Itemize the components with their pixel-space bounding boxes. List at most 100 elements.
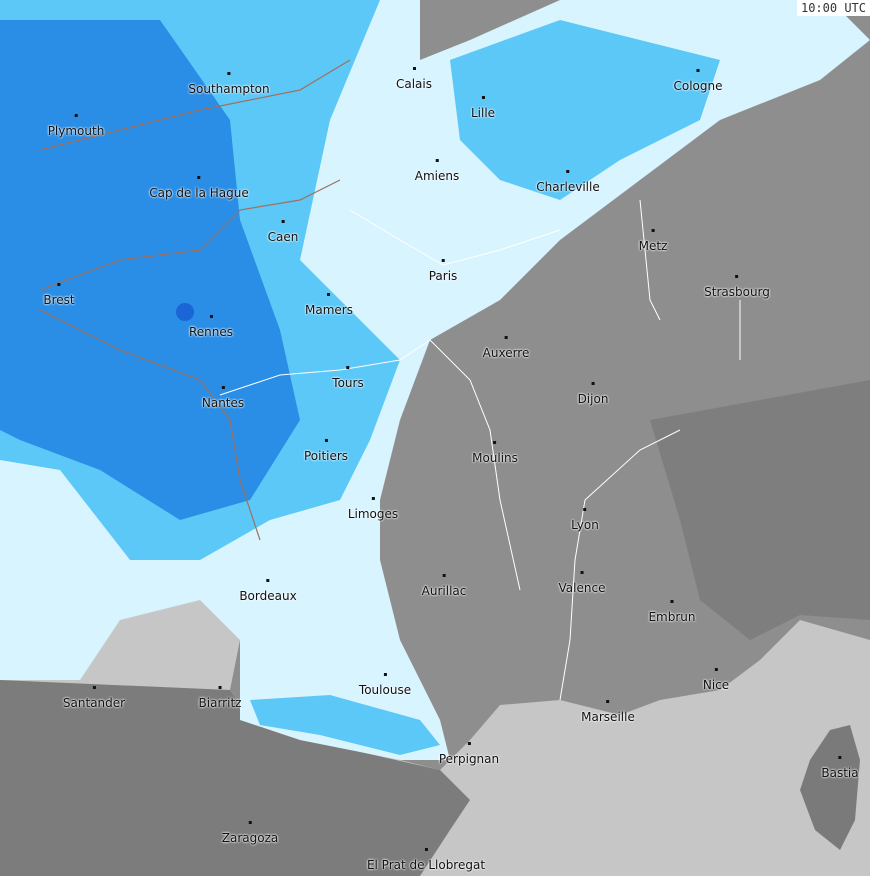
- city-dot-icon: [467, 742, 471, 745]
- city-marker: Cologne: [673, 69, 723, 94]
- city-dot-icon: [197, 176, 201, 179]
- city-dot-icon: [346, 366, 350, 369]
- city-dot-icon: [580, 571, 584, 574]
- city-marker: Embrun: [648, 600, 696, 625]
- city-dot-icon: [266, 579, 270, 582]
- city-dot-icon: [493, 441, 497, 444]
- coastline: [39, 59, 351, 541]
- city-label: Aurillac: [421, 584, 467, 598]
- city-label: Rennes: [188, 325, 234, 339]
- city-marker: Rennes: [189, 315, 233, 340]
- city-marker: Strasbourg: [704, 275, 770, 300]
- city-dot-icon: [327, 293, 331, 296]
- rivers: [219, 199, 741, 701]
- rain-heavy: [0, 20, 300, 520]
- city-dot-icon: [74, 114, 78, 117]
- city-label: Caen: [267, 230, 299, 244]
- city-marker: Santander: [63, 686, 125, 711]
- city-label: Embrun: [648, 610, 696, 624]
- city-label: Charleville: [536, 180, 600, 194]
- city-label: Mamers: [305, 303, 353, 317]
- city-marker: Lille: [471, 96, 495, 121]
- city-dot-icon: [838, 756, 842, 759]
- city-marker: Perpignan: [439, 742, 499, 767]
- city-label: Dijon: [577, 392, 609, 406]
- city-label: Santander: [62, 696, 126, 710]
- city-marker: Moulins: [472, 441, 518, 466]
- city-label: Valence: [558, 581, 606, 595]
- city-label: Biarritz: [198, 696, 242, 710]
- rain-pyrenees: [250, 695, 440, 755]
- city-dot-icon: [606, 700, 610, 703]
- city-dot-icon: [504, 336, 508, 339]
- city-marker: Biarritz: [198, 686, 242, 711]
- city-dot-icon: [735, 275, 739, 278]
- city-marker: Bordeaux: [239, 579, 297, 604]
- city-dot-icon: [714, 668, 718, 671]
- city-dot-icon: [696, 69, 700, 72]
- city-label: Strasbourg: [704, 285, 770, 299]
- city-label: Paris: [428, 269, 458, 283]
- timestamp: 10:00 UTC: [796, 0, 870, 16]
- land-east: [650, 380, 870, 640]
- city-label: Plymouth: [47, 124, 105, 138]
- city-dot-icon: [248, 821, 252, 824]
- city-dot-icon: [92, 686, 96, 689]
- city-dot-icon: [566, 170, 570, 173]
- city-label: Toulouse: [358, 683, 412, 697]
- city-label: El Prat de Llobregat: [366, 858, 486, 872]
- city-marker: Caen: [267, 220, 299, 245]
- city-marker: Metz: [638, 229, 668, 254]
- city-marker: Bastia: [821, 756, 859, 781]
- city-marker: Southampton: [188, 72, 270, 97]
- city-dot-icon: [583, 508, 587, 511]
- city-dot-icon: [371, 497, 375, 500]
- city-marker: El Prat de Llobregat: [367, 848, 485, 873]
- city-dot-icon: [435, 159, 439, 162]
- city-label: Nantes: [201, 396, 245, 410]
- city-dot-icon: [651, 229, 655, 232]
- city-dot-icon: [227, 72, 231, 75]
- land-spain: [0, 680, 470, 876]
- city-label: Cap de la Hague: [149, 186, 249, 200]
- city-label: Amiens: [414, 169, 460, 183]
- city-marker: Auxerre: [482, 336, 530, 361]
- city-label: Poitiers: [303, 449, 349, 463]
- city-marker: Plymouth: [47, 114, 105, 139]
- city-marker: Nantes: [202, 386, 244, 411]
- city-dot-icon: [441, 259, 445, 262]
- city-label: Bastia: [821, 766, 859, 780]
- city-label: Moulins: [472, 451, 518, 465]
- city-label: Cologne: [673, 79, 723, 93]
- city-label: Marseille: [581, 710, 635, 724]
- city-marker: Calais: [396, 67, 432, 92]
- city-marker: Marseille: [581, 700, 635, 725]
- city-label: Tours: [332, 376, 364, 390]
- city-dot-icon: [424, 848, 428, 851]
- city-dot-icon: [324, 439, 328, 442]
- rain-strong: [176, 303, 194, 321]
- city-dot-icon: [209, 315, 213, 318]
- city-dot-icon: [383, 673, 387, 676]
- city-label: Nice: [702, 678, 730, 692]
- city-label: Southampton: [188, 82, 270, 96]
- rain-moderate-north: [450, 20, 720, 200]
- city-dot-icon: [218, 686, 222, 689]
- city-dot-icon: [591, 382, 595, 385]
- city-marker: Brest: [43, 283, 75, 308]
- city-label: Lille: [470, 106, 496, 120]
- city-label: Metz: [638, 239, 668, 253]
- city-marker: Toulouse: [359, 673, 411, 698]
- city-label: Auxerre: [482, 346, 530, 360]
- city-label: Brest: [43, 293, 75, 307]
- city-marker: Paris: [428, 259, 458, 284]
- city-dot-icon: [221, 386, 225, 389]
- city-marker: Mamers: [305, 293, 353, 318]
- city-marker: Valence: [558, 571, 606, 596]
- city-label: Zaragoza: [221, 831, 279, 845]
- city-marker: Amiens: [415, 159, 459, 184]
- city-marker: Charleville: [536, 170, 600, 195]
- city-label: Calais: [395, 77, 433, 91]
- city-marker: Limoges: [348, 497, 398, 522]
